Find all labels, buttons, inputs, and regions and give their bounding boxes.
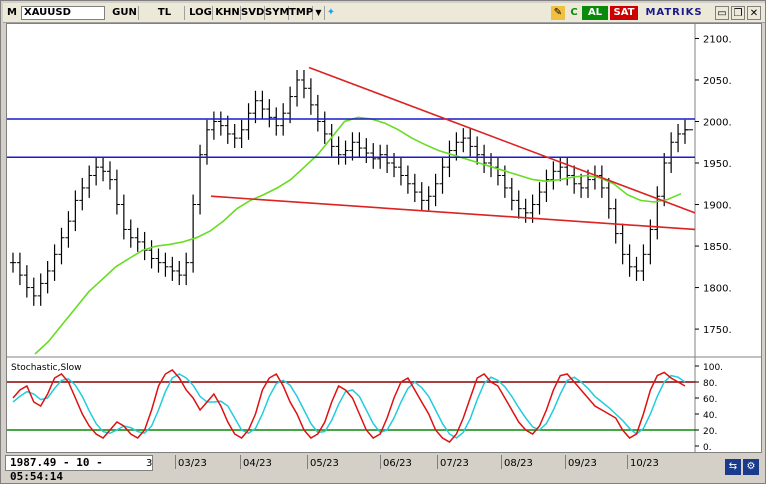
x-tick-label: 05/23	[310, 458, 339, 469]
close-icon[interactable]: ✕	[747, 6, 761, 20]
cursor-readout: 1987.49 - 10 - 05:54:14	[5, 455, 153, 483]
x-tick	[240, 455, 241, 469]
settings-icon[interactable]: ⚙	[743, 459, 759, 475]
period-button[interactable]: GUN	[111, 6, 139, 20]
symbol-input[interactable]: XAUUSD	[21, 6, 105, 20]
chevron-down-icon[interactable]: ▼	[313, 6, 325, 20]
scroll-icon[interactable]: ⇆	[725, 459, 741, 475]
svd-button[interactable]: SVD	[241, 6, 265, 20]
tmp-button[interactable]: TMP	[289, 6, 314, 20]
y-tick-label: 1850.	[703, 242, 732, 253]
stoch-y-tick-label: 100.	[703, 363, 723, 373]
y-tick-label: 2050.	[703, 76, 732, 87]
x-tick-label: 06/23	[383, 458, 412, 469]
currency-button[interactable]: TL	[145, 6, 185, 20]
chart-area[interactable]: 1750. 1800. 1850. 1900. 1950. 2000. 2050. 2100.…	[6, 23, 762, 453]
y-tick-label: 1950.	[703, 159, 732, 170]
price-panel	[7, 24, 695, 354]
y-tick-label: 1750.	[703, 325, 732, 336]
stoch-d-line	[12, 373, 686, 439]
x-tick	[307, 455, 308, 469]
x-tick	[501, 455, 502, 469]
x-tick-label: 3	[146, 458, 153, 469]
stoch-y-tick-label: 0.	[703, 443, 712, 452]
y-tick-label: 1900.	[703, 201, 732, 212]
y-tick-label: 2000.	[703, 117, 732, 128]
stoch-y-tick-label: 20.	[703, 427, 717, 437]
minimize-icon[interactable]: ▭	[715, 6, 729, 20]
brand-logo: MATRIKS	[645, 7, 703, 18]
stoch-y-tick-label: 60.	[703, 395, 717, 405]
x-tick	[565, 455, 566, 469]
x-tick-label: 07/23	[440, 458, 469, 469]
restore-icon[interactable]: ❐	[731, 6, 745, 20]
x-tick-label: 09/23	[568, 458, 597, 469]
x-tick-label: 04/23	[243, 458, 272, 469]
stoch-y-tick-label: 80.	[703, 379, 717, 389]
x-tick-label: 08/23	[504, 458, 533, 469]
buy-button[interactable]: AL	[582, 6, 608, 20]
descending-trendline	[308, 66, 696, 214]
x-tick	[380, 455, 381, 469]
x-tick-label: 03/23	[178, 458, 207, 469]
khn-button[interactable]: KHN	[215, 6, 241, 20]
status-bar: 1987.49 - 10 - 05:54:14 3 03/23 04/23 05/23…	[3, 455, 765, 483]
y-tick-label: 2100.	[703, 34, 732, 45]
twitter-icon[interactable]: ✦	[326, 7, 336, 18]
edit-icon[interactable]: ✎	[551, 6, 565, 20]
menu-button[interactable]: M	[7, 7, 17, 18]
x-tick	[437, 455, 438, 469]
y-tick-label: 1800.	[703, 284, 732, 295]
chart-svg: 1750. 1800. 1850. 1900. 1950. 2000. 2050. 2100.…	[7, 24, 761, 453]
stoch-y-tick-label: 40.	[703, 411, 717, 421]
log-button[interactable]: LOG	[189, 6, 213, 20]
lower-trendline	[210, 195, 696, 231]
x-tick	[175, 455, 176, 469]
stochastic-title: Stochastic,Slow	[11, 363, 82, 373]
stoch-k-line	[12, 369, 686, 443]
sell-button[interactable]: SAT	[610, 6, 638, 20]
x-tick	[627, 455, 628, 469]
x-tick-label: 10/23	[630, 458, 659, 469]
sym-button[interactable]: SYM	[265, 6, 290, 20]
c-button[interactable]: C	[570, 7, 578, 18]
toolbar: M XAUUSD GUN TL LOG KHN SVD SYM TMP ▼ ✦ …	[3, 3, 765, 23]
moving-average-line	[34, 116, 682, 355]
